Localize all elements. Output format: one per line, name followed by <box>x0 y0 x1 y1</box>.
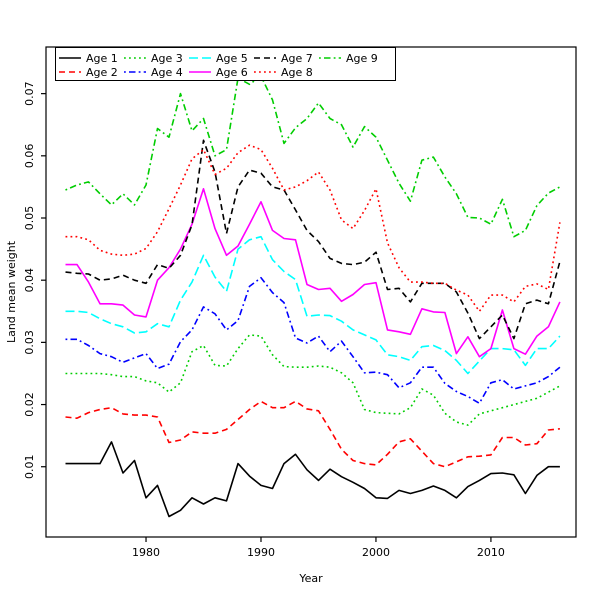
x-tick-label: 1990 <box>247 546 275 559</box>
y-tick-label: 0.03 <box>23 330 36 355</box>
y-tick-label: 0.07 <box>23 81 36 106</box>
legend-label-age-1: Age 1 <box>86 52 118 65</box>
series-line-age-9 <box>65 75 561 238</box>
legend-box <box>55 47 396 81</box>
y-tick-label: 0.04 <box>23 268 36 293</box>
series-line-age-3 <box>65 334 561 426</box>
series-line-age-7 <box>65 139 561 340</box>
x-tick-label: 2010 <box>477 546 505 559</box>
legend-label-age-7: Age 7 <box>281 52 313 65</box>
series-line-age-5 <box>65 235 561 375</box>
x-axis-label: Year <box>298 572 323 585</box>
series-line-age-6 <box>65 188 561 358</box>
legend-label-age-2: Age 2 <box>86 66 118 79</box>
legend-label-age-6: Age 6 <box>216 66 248 79</box>
y-tick-label: 0.01 <box>23 454 36 479</box>
x-tick-label: 2000 <box>362 546 390 559</box>
y-tick-label: 0.05 <box>23 206 36 231</box>
y-tick-label: 0.06 <box>23 144 36 169</box>
legend-label-age-5: Age 5 <box>216 52 248 65</box>
legend-label-age-3: Age 3 <box>151 52 183 65</box>
plot-box <box>45 46 577 538</box>
series-line-age-2 <box>65 400 560 468</box>
series-line-age-1 <box>65 441 560 518</box>
y-axis-label: Land mean weight <box>5 240 18 343</box>
x-tick-label: 1980 <box>132 546 160 559</box>
legend-label-age-8: Age 8 <box>281 66 313 79</box>
series-line-age-4 <box>65 276 561 405</box>
legend-label-age-9: Age 9 <box>346 52 378 65</box>
legend-label-age-4: Age 4 <box>151 66 183 79</box>
y-tick-label: 0.02 <box>23 392 36 417</box>
series-line-age-8 <box>65 144 561 313</box>
